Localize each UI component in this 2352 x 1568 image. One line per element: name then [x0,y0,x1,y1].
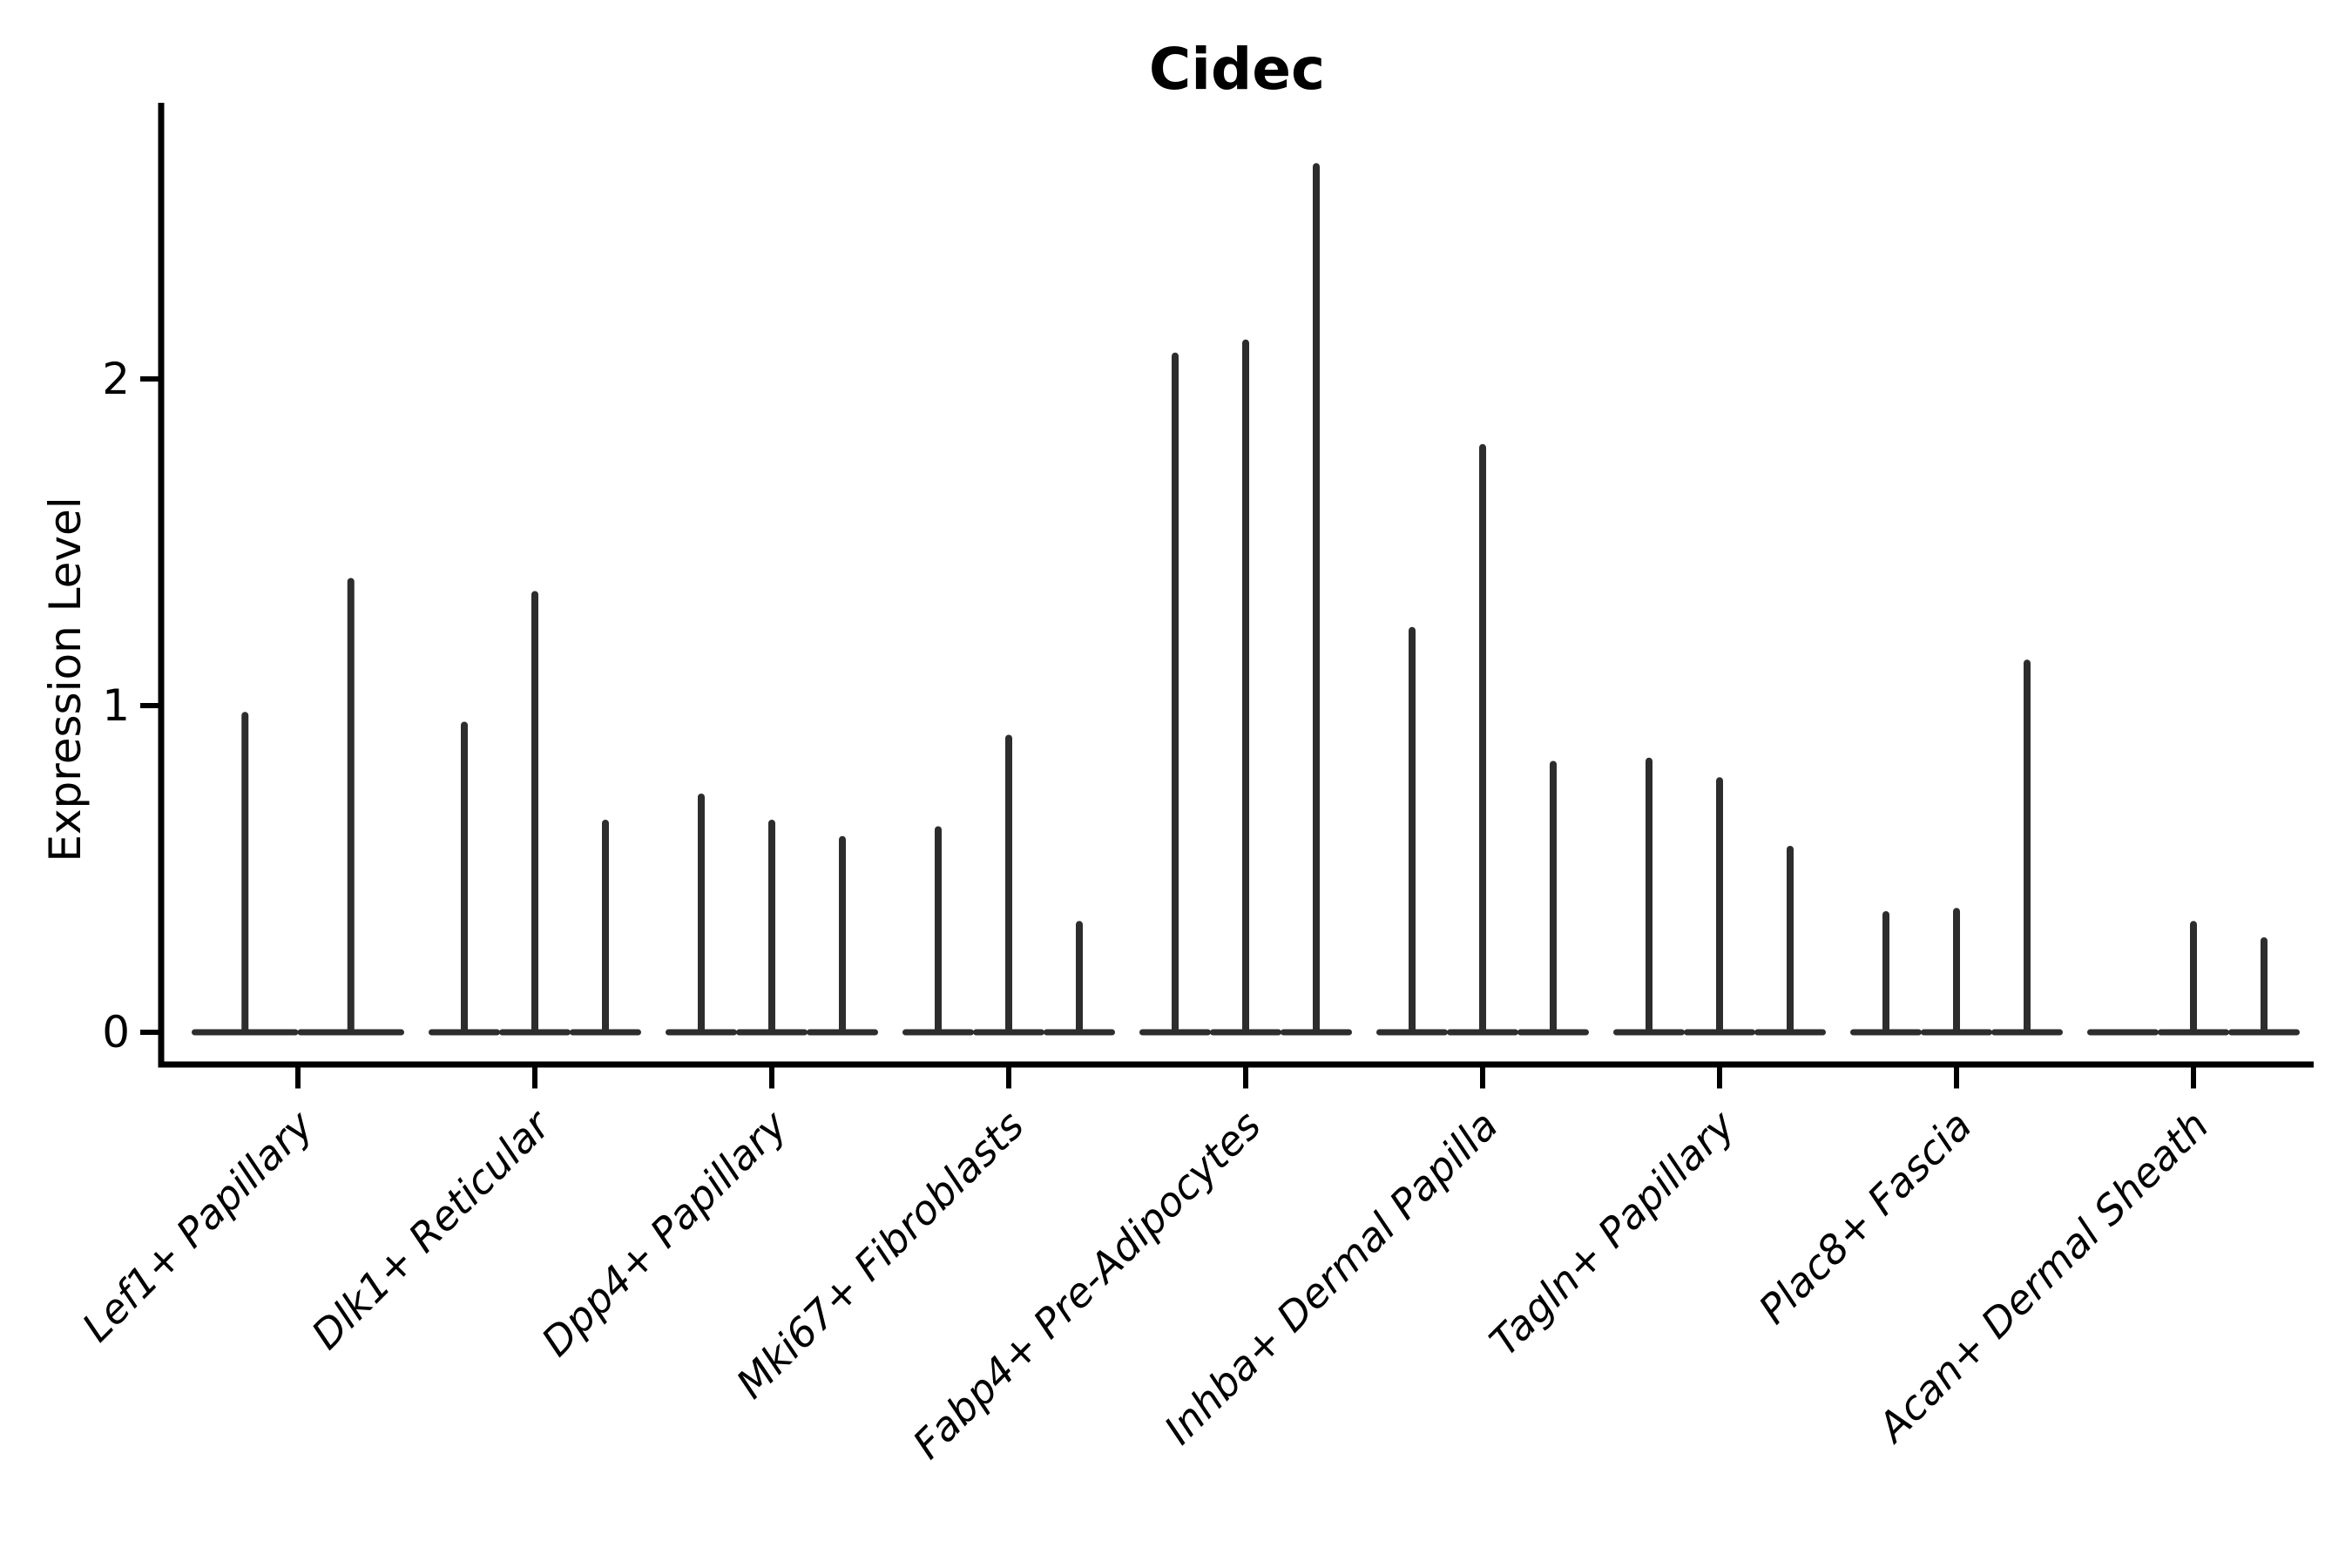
x-tick-label: Dpp4+ Papillary [532,1101,796,1365]
x-tick-label: Plac8+ Fascia [1749,1102,1980,1333]
x-tick-label: Lef1+ Papillary [73,1101,322,1350]
y-axis-label: Expression Level [40,497,91,862]
y-tick-label: 1 [102,680,130,731]
y-tick-label: 0 [102,1007,130,1058]
y-tick-label: 2 [102,354,130,404]
chart-title: Cidec [1149,36,1325,103]
x-tick-label: Tagln+ Papillary [1480,1101,1744,1365]
x-tick-label: Dlk1+ Reticular [302,1099,561,1358]
